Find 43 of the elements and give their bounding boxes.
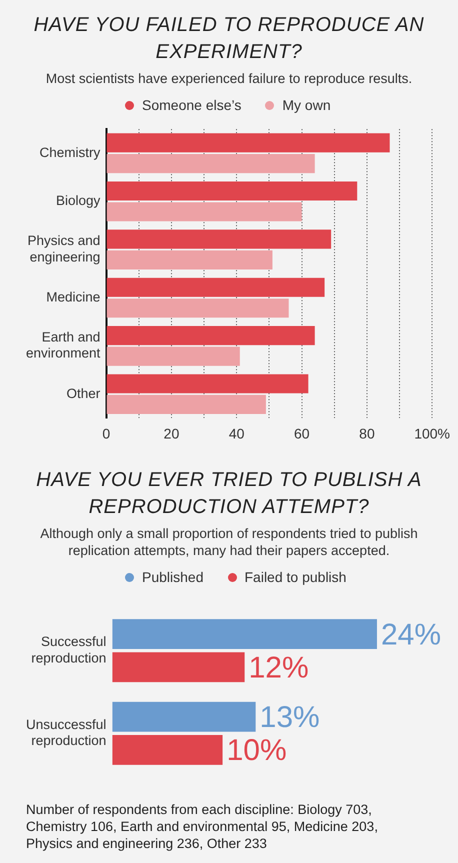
bar: [106, 154, 315, 174]
x-tick-label: 40: [228, 425, 245, 442]
bar: [106, 230, 332, 249]
bar: [106, 326, 315, 346]
y-tick-label: Successful reproduction: [31, 634, 106, 666]
legend-label: Published: [141, 569, 204, 585]
y-tick-label: Physics and engineering: [27, 233, 100, 264]
data-label: 10%: [226, 734, 287, 768]
chart-title: HAVE YOU FAILED TO REPRODUCE AN EXPERIMENT?: [32, 13, 426, 65]
x-tick-label: 80: [359, 425, 375, 442]
legend-label: My own: [281, 97, 331, 113]
data-label: 12%: [248, 651, 309, 684]
chart-subtitle: Although only a small proportion of respondents tried to publish replication attempts, many had their papers accepted.: [39, 525, 419, 559]
bar: [112, 652, 245, 682]
y-tick-label: Medicine: [46, 289, 100, 304]
x-tick-label: 0: [102, 425, 110, 442]
x-tick-label: 100%: [414, 425, 450, 442]
legend-label: Failed to publish: [244, 569, 346, 585]
y-tick-label: Earth and environment: [26, 330, 101, 361]
bar: [106, 346, 240, 366]
bar: [106, 181, 358, 201]
y-tick-label: Biology: [56, 193, 101, 208]
bar: [112, 702, 256, 732]
x-tick-label: 60: [294, 425, 310, 442]
data-label: 24%: [380, 618, 442, 652]
data-label: 13%: [260, 701, 320, 734]
y-tick-label: Unsuccessful reproduction: [26, 717, 106, 748]
bar: [112, 735, 223, 765]
bar: [106, 133, 390, 152]
y-tick-label: Other: [66, 386, 101, 401]
bar: [106, 394, 266, 414]
bar: [106, 278, 325, 297]
bar: [106, 298, 289, 318]
x-tick-label: 20: [164, 425, 180, 442]
text: Number of respondents from each discipline: Biology 703, Chemistry 106, Earth and environmental 95, Medicine 203, Physics and engineering 236, Other 233: [26, 801, 379, 852]
bar: [112, 619, 377, 649]
chart-title: HAVE YOU EVER TRIED TO PUBLISH A REPRODUCTION ATTEMPT?: [35, 468, 423, 520]
chart-subtitle: Most scientists have experienced failure to reproduce results.: [44, 70, 414, 87]
bar: [106, 250, 272, 270]
legend-label: Someone else’s: [141, 97, 242, 113]
bar: [106, 202, 302, 222]
y-tick-label: Chemistry: [40, 144, 101, 160]
bar: [106, 374, 308, 394]
